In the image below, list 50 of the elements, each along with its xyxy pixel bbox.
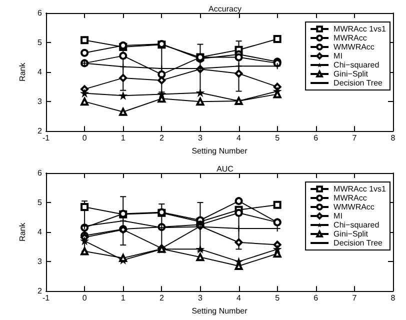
x-tick-label: 7 xyxy=(352,134,358,143)
x-tick-label: 2 xyxy=(159,294,164,303)
y-tick-label: 4 xyxy=(38,68,43,77)
x-tick-label: 3 xyxy=(198,294,203,303)
x-tick-label: 8 xyxy=(390,134,396,143)
x-tick-label: 8 xyxy=(390,294,396,303)
legend-label: Decision Tree xyxy=(334,78,384,88)
legend-label: Gini−Split xyxy=(334,70,369,78)
y-axis-title: Rank xyxy=(18,62,28,82)
legend-label: WMWRAcc xyxy=(334,42,374,52)
x-tick-label: 1 xyxy=(120,294,126,303)
x-tick-label: 6 xyxy=(314,134,319,143)
y-tick-label: 6 xyxy=(38,168,43,178)
x-tick-label: 4 xyxy=(236,134,242,143)
legend-label: MWRAcc xyxy=(334,194,367,202)
y-tick-label: 5 xyxy=(38,38,43,48)
x-tick-label: 5 xyxy=(275,294,280,303)
y-tick-label: 5 xyxy=(38,198,43,208)
legend-label: MWRAcc xyxy=(334,34,367,42)
y-tick-label: 3 xyxy=(38,97,43,106)
x-tick-label: 0 xyxy=(82,294,88,303)
legend-label: MI xyxy=(334,212,342,220)
y-tick-label: 4 xyxy=(38,228,43,237)
legend-label: MWRAcc 1vs1 xyxy=(334,24,387,34)
x-tick-label: 1 xyxy=(120,134,126,143)
y-tick-label: 2 xyxy=(38,126,43,136)
chart-title: AUC xyxy=(216,164,234,174)
x-tick-label: 5 xyxy=(275,134,280,143)
y-axis-title: Rank xyxy=(18,222,28,242)
x-tick-label: 4 xyxy=(236,294,242,303)
y-tick-label: 2 xyxy=(38,286,43,296)
x-tick-label: 6 xyxy=(314,294,319,303)
x-tick-label: 0 xyxy=(82,134,88,143)
legend-label: WMWRAcc xyxy=(334,202,374,212)
legend-label: MI xyxy=(334,52,342,60)
chart-title: Accuracy xyxy=(208,4,242,14)
x-tick-label: 3 xyxy=(198,134,203,143)
legend-label: Decision Tree xyxy=(334,238,384,248)
y-tick-label: 6 xyxy=(38,8,43,18)
legend-label: Chi−squared xyxy=(334,60,380,70)
x-tick-label: -1 xyxy=(42,294,50,303)
legend-label: Gini−Split xyxy=(334,230,369,238)
x-tick-label: 7 xyxy=(352,294,358,303)
x-axis-title: Setting Number xyxy=(192,146,248,156)
y-tick-label: 3 xyxy=(38,257,43,266)
x-axis-title: Setting Number xyxy=(192,306,248,316)
legend-label: Chi−squared xyxy=(334,220,380,230)
x-tick-label: 2 xyxy=(159,134,164,143)
x-tick-label: -1 xyxy=(42,134,50,143)
legend-label: MWRAcc 1vs1 xyxy=(334,184,387,194)
